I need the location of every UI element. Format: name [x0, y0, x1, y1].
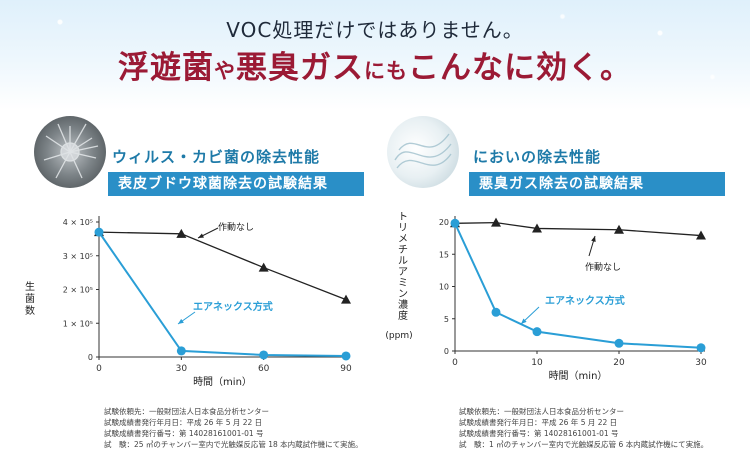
headline-part-airborne: 浮遊菌 — [118, 50, 214, 86]
y-tick-label: 4 × 10⁵ — [63, 218, 93, 227]
data-point-triangle — [532, 223, 542, 233]
x-tick-label: 30 — [695, 358, 707, 368]
y-tick-label: 3 × 10⁵ — [63, 252, 93, 261]
y-tick-label: 20 — [439, 218, 449, 227]
y-axis-label-char: チ — [398, 244, 408, 256]
odor-result-bar: 悪臭ガス除去の試験結果 — [469, 172, 725, 196]
footnote-line: 試験成績書発行番号：第 14028161001-01 号 — [104, 429, 264, 438]
y-tick-label: 10 — [439, 283, 449, 292]
arrow-head — [178, 318, 184, 324]
footnote-line: 試験依頼先：一般財団法人日本食品分析センター — [104, 407, 269, 416]
x-tick-label: 20 — [613, 358, 625, 368]
footnote-line: 試 験：25 ㎥のチャンバー室内で光触媒反応管 18 本内蔵試作機にて実施。 — [104, 440, 363, 449]
footnote-line: 試験依頼先：一般財団法人日本食品分析センター — [459, 407, 624, 416]
odor-panel: においの除去性能 悪臭ガス除去の試験結果 0 5 10 15 20 0 10 20 30 時間（m… — [375, 110, 750, 465]
y-tick-label: 2 × 10⁵ — [63, 286, 93, 295]
headline-sub: VOC処理だけではありません。 — [226, 18, 524, 42]
data-point-circle — [696, 343, 706, 353]
y-axis-label-char: 数 — [25, 304, 35, 317]
x-tick-label: 90 — [340, 364, 352, 374]
headline-part-effective: こんなに効く。 — [408, 50, 632, 86]
bacteria-result-bar: 表皮ブドウ球菌除去の試験結果 — [108, 172, 364, 196]
y-tick-label: 0 — [444, 347, 449, 356]
bacteria-feature-title: ウィルス・カビ菌の除去性能 — [112, 148, 321, 166]
data-point-triangle — [491, 217, 501, 227]
data-point-circle — [341, 351, 351, 361]
series-line — [454, 222, 702, 349]
y-axis-label-char: ト — [398, 212, 408, 223]
odor-footnotes: 試験依頼先：一般財団法人日本食品分析センター 試験成績書発行年月日：平成 26 … — [459, 406, 708, 450]
series-line — [98, 231, 347, 301]
y-axis-label-char: 度 — [398, 309, 408, 322]
arrow-head — [521, 318, 527, 324]
y-axis-label-char: 生 — [25, 280, 35, 293]
y-axis-label-char: ル — [398, 256, 408, 267]
arrow-head — [198, 233, 204, 238]
y-tick-label: 0 — [88, 353, 93, 362]
x-tick-label: 10 — [531, 358, 543, 368]
data-point-triangle — [696, 230, 706, 240]
headline-part-odor: 悪臭ガス — [236, 50, 364, 86]
y-axis-label-char: 濃 — [398, 298, 408, 311]
x-tick-label: 0 — [96, 364, 102, 374]
x-tick-label: 0 — [452, 358, 458, 368]
y-axis-label-char: 菌 — [25, 293, 35, 305]
data-point-circle — [94, 227, 104, 237]
x-axis-label: 時間（min） — [193, 376, 252, 388]
y-axis-label-char: メ — [398, 234, 408, 245]
data-point-circle — [614, 338, 624, 348]
y-tick-label: 1 × 10⁵ — [63, 319, 93, 328]
odor-feature-title: においの除去性能 — [473, 148, 602, 166]
y-tick-label: 15 — [439, 250, 449, 259]
y-tick-label: 5 — [444, 315, 449, 324]
headline-part-ya: や — [214, 59, 236, 83]
odor-image — [387, 116, 459, 188]
data-point-circle — [491, 307, 501, 317]
footnote-line: 試験成績書発行年月日：平成 26 年 5 月 22 日 — [104, 418, 263, 427]
series-label: 作動なし — [585, 261, 621, 273]
series-line — [454, 221, 702, 237]
y-axis-label-char: ン — [398, 289, 408, 300]
data-point-circle — [259, 350, 269, 360]
headline-main: 浮遊菌や悪臭ガスにもこんなに効く。 — [0, 42, 750, 87]
footnote-line: 試験成績書発行年月日：平成 26 年 5 月 22 日 — [459, 418, 618, 427]
y-axis-label-char: ミ — [398, 278, 408, 289]
series-label: 作動なし — [218, 221, 254, 233]
x-tick-label: 30 — [176, 364, 188, 374]
bacteria-panel: ウィルス・カビ菌の除去性能 表皮ブドウ球菌除去の試験結果 0 1 × 10⁵ 2 ×… — [0, 110, 375, 465]
headline-part-nimo: にも — [364, 59, 408, 83]
data-point-circle — [532, 327, 542, 337]
bacteria-chart: 0 1 × 10⁵ 2 × 10⁵ 3 × 10⁵ 4 × 10⁵ 0 30 60 90 時間（m… — [25, 216, 352, 388]
series-line — [98, 231, 347, 357]
data-point-triangle — [258, 262, 269, 272]
data-point-circle — [176, 346, 186, 356]
series-label: エアネックス方式 — [545, 294, 625, 307]
y-axis-label-char: リ — [398, 223, 408, 234]
y-axis-label-char: ア — [398, 267, 408, 278]
data-point-triangle — [176, 228, 187, 238]
data-point-triangle — [614, 224, 624, 234]
footnote-line: 試 験：1 ㎥のチャンバー室内で光触媒反応管 6 本内蔵試作機にて実施。 — [459, 440, 709, 449]
x-axis-label: 時間（min） — [549, 370, 608, 382]
series-label: エアネックス方式 — [193, 300, 273, 313]
footnote-line: 試験成績書発行番号：第 14028161001-01 号 — [459, 429, 619, 438]
data-point-circle — [450, 218, 460, 228]
data-point-triangle — [341, 294, 351, 304]
y-axis-unit: (ppm) — [385, 331, 412, 341]
arrow-head — [591, 236, 596, 242]
bacteria-image — [34, 116, 106, 188]
x-tick-label: 60 — [258, 364, 270, 374]
header-background — [0, 0, 750, 110]
bacteria-footnotes: 試験依頼先：一般財団法人日本食品分析センター 試験成績書発行年月日：平成 26 … — [104, 406, 363, 450]
